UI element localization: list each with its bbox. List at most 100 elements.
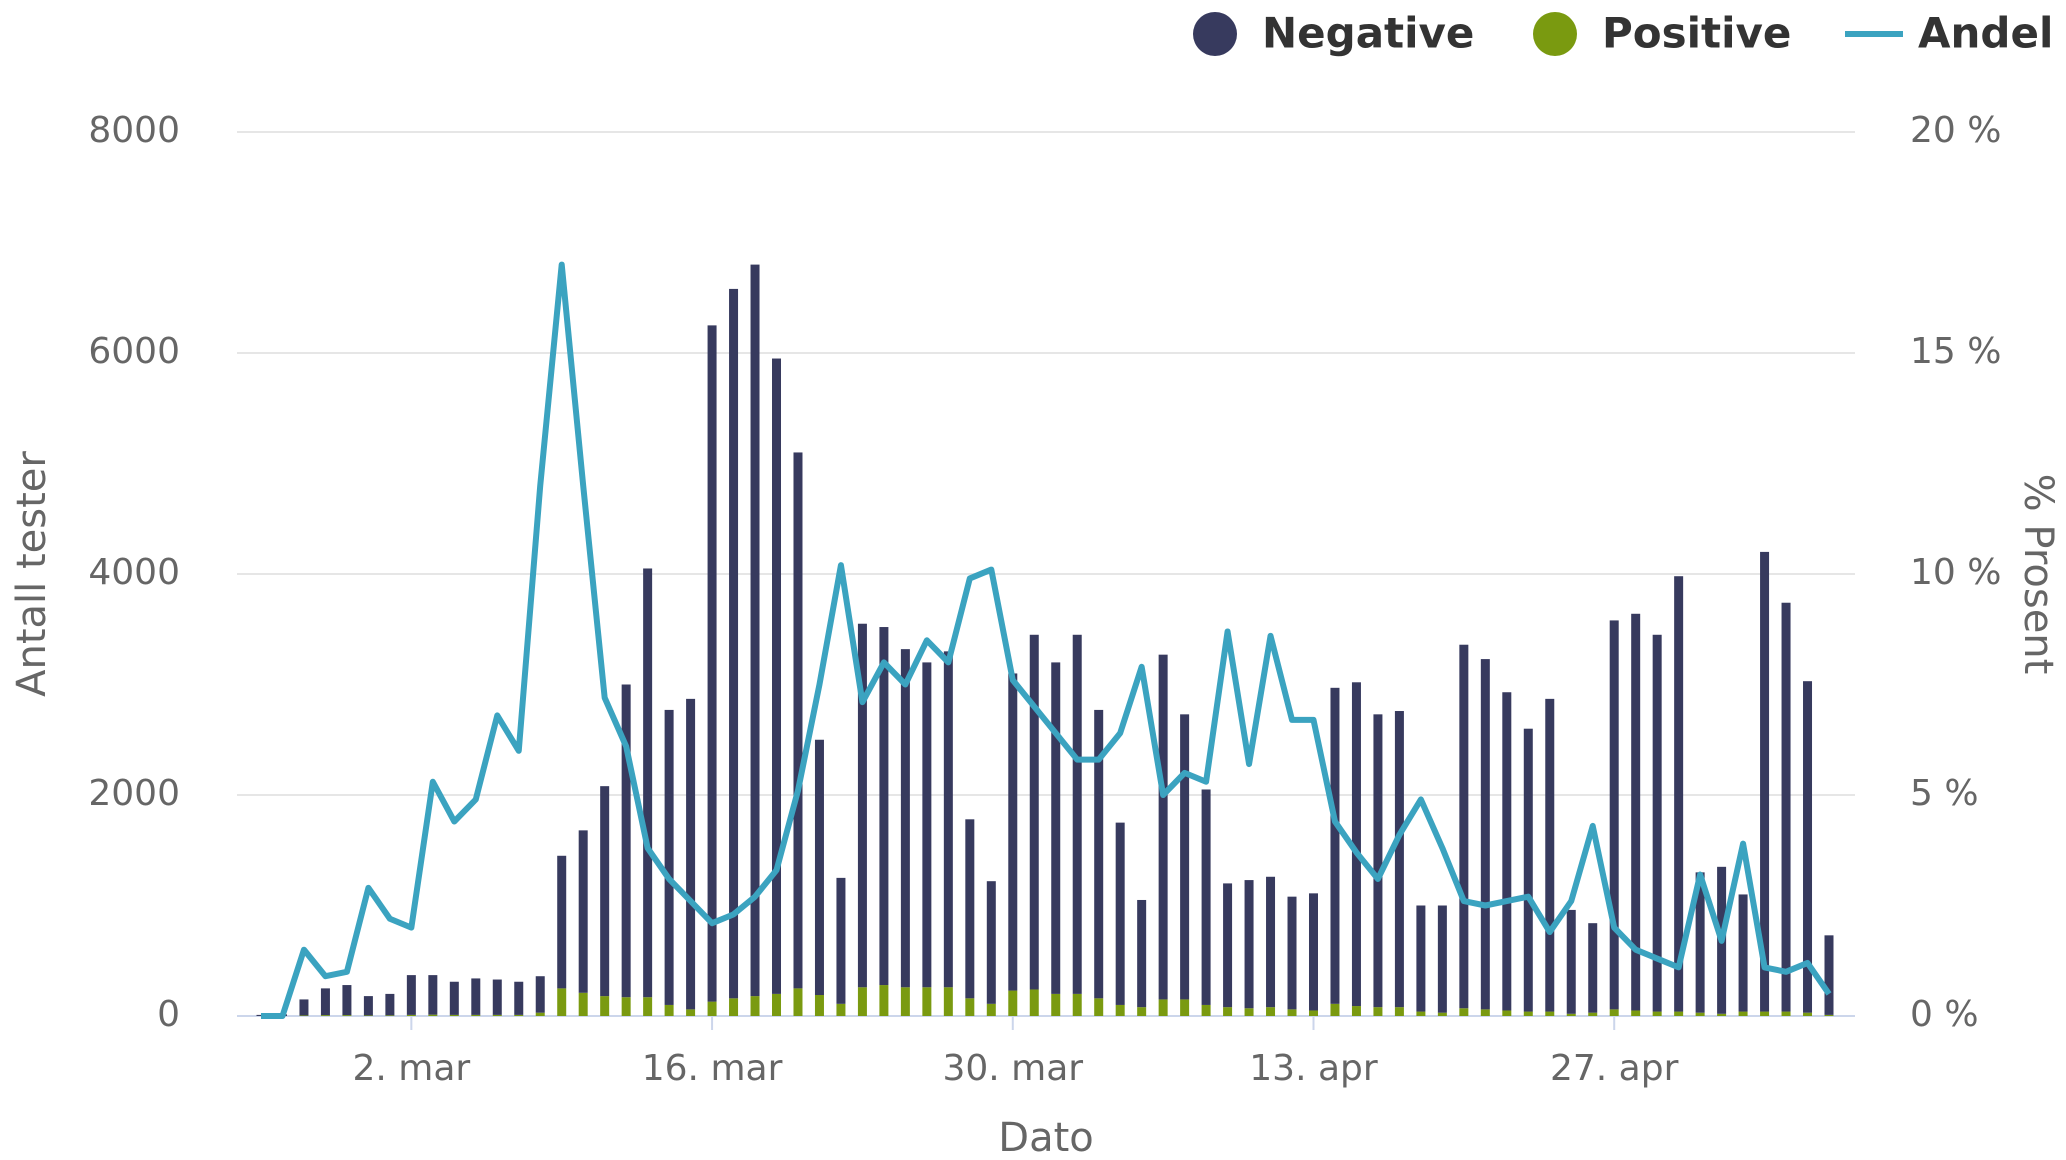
bar bbox=[1180, 714, 1190, 1000]
y-tick-label: 0 bbox=[157, 994, 180, 1035]
bar bbox=[1480, 659, 1490, 1010]
bar bbox=[1115, 1004, 1125, 1016]
bar bbox=[385, 1015, 395, 1016]
bar bbox=[449, 981, 459, 1015]
bar bbox=[1287, 1009, 1297, 1016]
bar bbox=[965, 998, 975, 1016]
bar bbox=[1437, 905, 1447, 1013]
bar bbox=[1545, 1011, 1555, 1016]
bar bbox=[772, 358, 782, 994]
bar bbox=[1137, 899, 1147, 1008]
legend-label: Positive bbox=[1602, 9, 1791, 58]
x-axis-title: Dato bbox=[998, 1115, 1093, 1160]
bar bbox=[1051, 993, 1061, 1016]
bar bbox=[750, 264, 760, 997]
bar bbox=[1631, 1010, 1641, 1016]
bar bbox=[1566, 909, 1576, 1014]
bar bbox=[299, 1015, 309, 1016]
bar bbox=[986, 881, 996, 1004]
bar bbox=[1824, 1014, 1834, 1016]
bar bbox=[900, 649, 910, 988]
bar bbox=[1480, 1009, 1490, 1016]
bar bbox=[1266, 876, 1276, 1008]
bar bbox=[814, 739, 824, 996]
bar bbox=[1588, 1012, 1598, 1016]
bar bbox=[707, 1001, 717, 1016]
bar bbox=[1631, 613, 1641, 1011]
x-tick-label: 13. apr bbox=[1249, 1048, 1378, 1089]
bar bbox=[1695, 1012, 1705, 1016]
bar bbox=[578, 992, 588, 1016]
bar bbox=[664, 1004, 674, 1016]
bar bbox=[1566, 1013, 1576, 1016]
x-tick-label: 2. mar bbox=[352, 1048, 470, 1089]
bar bbox=[600, 996, 610, 1016]
bar bbox=[814, 995, 824, 1016]
bar bbox=[1094, 998, 1104, 1016]
bar bbox=[514, 1014, 524, 1016]
bar bbox=[1137, 1007, 1147, 1016]
bar bbox=[965, 819, 975, 999]
bar bbox=[1029, 634, 1039, 990]
bar bbox=[385, 993, 395, 1016]
bar bbox=[578, 830, 588, 993]
bar bbox=[342, 985, 352, 1016]
bar bbox=[428, 1014, 438, 1016]
bar bbox=[1115, 822, 1125, 1005]
bar bbox=[514, 981, 524, 1015]
bar bbox=[1072, 634, 1082, 994]
bar bbox=[943, 651, 953, 988]
bar bbox=[428, 975, 438, 1015]
bar bbox=[1502, 692, 1512, 1011]
bar bbox=[1803, 1012, 1813, 1016]
bar bbox=[836, 877, 846, 1004]
bar bbox=[1373, 714, 1383, 1008]
bar bbox=[363, 996, 373, 1016]
bar bbox=[793, 452, 803, 989]
bar bbox=[1308, 893, 1318, 1011]
bar bbox=[471, 978, 481, 1015]
bar bbox=[1158, 654, 1168, 1000]
bar bbox=[1158, 999, 1168, 1016]
bar bbox=[686, 698, 696, 1010]
bar bbox=[557, 855, 567, 989]
bar bbox=[986, 1003, 996, 1016]
bar bbox=[1523, 728, 1533, 1012]
bar bbox=[922, 662, 932, 988]
bar bbox=[729, 288, 739, 999]
bar bbox=[686, 1009, 696, 1016]
bar bbox=[1416, 1011, 1426, 1016]
x-tick-label: 30. mar bbox=[942, 1048, 1083, 1089]
bar bbox=[320, 988, 330, 1016]
bar bbox=[363, 1015, 373, 1016]
bar bbox=[1803, 681, 1813, 1013]
legend-symbol bbox=[1533, 12, 1577, 56]
bar bbox=[492, 979, 502, 1015]
bar bbox=[535, 1012, 545, 1016]
bar bbox=[1652, 1011, 1662, 1016]
bar bbox=[1502, 1010, 1512, 1016]
bar bbox=[1330, 1003, 1340, 1016]
bar bbox=[1674, 1011, 1684, 1016]
bar bbox=[1008, 673, 1018, 991]
bar bbox=[1459, 644, 1469, 1009]
bar bbox=[1416, 905, 1426, 1012]
bar bbox=[1266, 1007, 1276, 1016]
legend-label: Negative bbox=[1262, 9, 1474, 58]
legend-label: Andel bbox=[1918, 9, 2053, 58]
bar bbox=[1287, 896, 1297, 1010]
y2-tick-label: 15 % bbox=[1910, 331, 2001, 372]
bar bbox=[320, 1015, 330, 1016]
bar bbox=[1717, 1013, 1727, 1016]
y2-tick-label: 0 % bbox=[1910, 994, 1979, 1035]
bar bbox=[879, 985, 889, 1016]
bar bbox=[707, 325, 717, 1002]
bar bbox=[1008, 990, 1018, 1016]
y-axis-title: Antall tester bbox=[9, 451, 55, 697]
bar bbox=[1781, 1011, 1791, 1016]
bar bbox=[492, 1014, 502, 1016]
bar bbox=[750, 996, 760, 1016]
y-tick-label: 6000 bbox=[88, 331, 180, 372]
bar bbox=[1588, 923, 1598, 1013]
